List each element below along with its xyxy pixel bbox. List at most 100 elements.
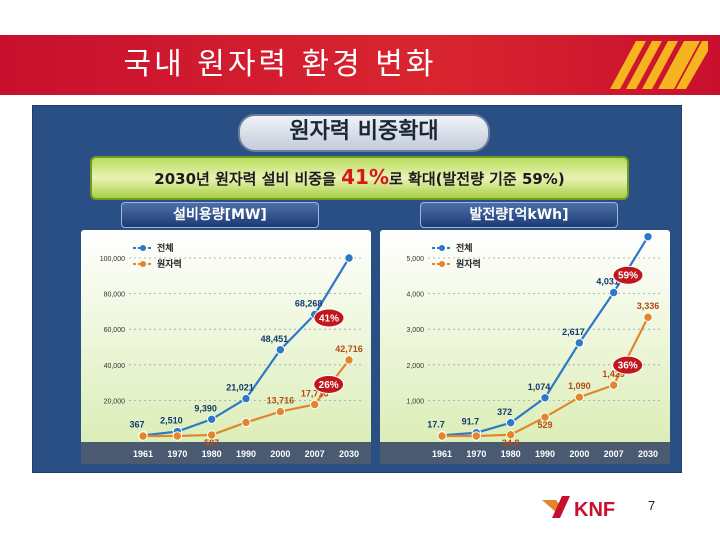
logo-text: KNF — [574, 499, 615, 521]
data-label-total: 372 — [497, 407, 512, 417]
brand-stripes-icon — [610, 41, 708, 89]
plot-background — [81, 230, 371, 464]
data-label-nuclear: 587 — [204, 438, 219, 448]
y-tick-label: 5,000 — [406, 256, 424, 263]
page-title: 국내 원자력 환경 변화 — [123, 47, 437, 82]
data-point-nuclear — [309, 399, 320, 410]
x-tick-label: 1970 — [167, 449, 187, 459]
legend-label-nuclear: 원자력 — [157, 258, 182, 269]
callout-badge — [612, 265, 644, 285]
y-tick-label: 1,000 — [406, 398, 424, 405]
x-tick-label: 2030 — [638, 449, 658, 459]
data-label-total: 91.7 — [462, 417, 480, 427]
x-tick-label: 1980 — [202, 449, 222, 459]
goal-prefix: 2030년 원자력 설비 비중을 — [154, 170, 342, 188]
x-tick-label: 2000 — [270, 449, 290, 459]
y-tick-label: 40,000 — [104, 363, 126, 370]
data-point-nuclear — [437, 431, 447, 441]
data-label-nuclear: 17,716 — [301, 388, 329, 398]
data-label-total: 367 — [129, 419, 144, 429]
x-tick-label: 2030 — [339, 449, 359, 459]
callout-label: 26% — [319, 380, 339, 391]
callout-label: 59% — [618, 271, 638, 282]
data-point-nuclear — [275, 406, 286, 417]
callout-badge — [313, 374, 345, 394]
plot-background — [380, 230, 670, 464]
data-point-nuclear — [505, 430, 516, 440]
data-label-total: 48,451 — [261, 334, 289, 344]
x-axis-band — [380, 442, 670, 464]
legend-marker-total — [439, 245, 445, 251]
x-tick-label: 2000 — [569, 449, 589, 459]
y-tick-label: 2,000 — [406, 363, 424, 370]
data-label-nuclear: 34.8 — [502, 438, 520, 448]
legend-marker-total — [140, 245, 146, 251]
data-point-nuclear — [574, 392, 585, 402]
data-label-total: 1,074 — [528, 382, 551, 392]
data-label-nuclear: 42,716 — [335, 344, 363, 354]
data-label-total: 4,031 — [596, 276, 619, 286]
page-number: 7 — [648, 498, 656, 513]
legend-label-nuclear: 원자력 — [456, 258, 481, 269]
data-point-total — [206, 414, 217, 424]
data-point-nuclear — [344, 355, 354, 365]
x-tick-label: 1990 — [236, 449, 256, 459]
data-label-total: 17.7 — [427, 419, 445, 429]
data-label-total: 68,268 — [295, 298, 323, 308]
data-label-nuclear: 13,716 — [267, 396, 295, 406]
x-tick-label: 1980 — [501, 449, 521, 459]
generation-chart-title: 발전량[억kWh] — [420, 202, 618, 228]
data-point-total — [275, 345, 286, 355]
data-point-total — [643, 231, 653, 242]
capacity-chart-panel: 설비용량[MW] 20,000 40,000 60,000 80,000 100,000… — [81, 202, 371, 464]
data-label-total: 9,390 — [194, 403, 217, 413]
y-tick-label: 60,000 — [104, 327, 126, 334]
callout-badge — [612, 355, 644, 375]
x-tick-label: 1961 — [133, 449, 153, 459]
data-point-total — [344, 253, 354, 263]
data-label-total: 2,617 — [562, 327, 585, 337]
callout-label: 41% — [319, 313, 339, 324]
legend-marker-nuclear — [439, 261, 445, 267]
x-tick-label: 1970 — [466, 449, 486, 459]
data-label-total: 2,510 — [160, 416, 183, 426]
data-point-nuclear — [471, 431, 482, 441]
data-point-total — [540, 393, 550, 403]
knf-logo: KNF — [542, 496, 615, 521]
x-axis-band — [81, 442, 371, 464]
data-point-nuclear — [643, 312, 653, 322]
data-point-nuclear — [241, 417, 251, 428]
x-tick-label: 1961 — [432, 449, 452, 459]
y-tick-label: 20,000 — [104, 398, 126, 405]
data-point-total — [505, 418, 516, 428]
capacity-chart-title: 설비용량[MW] — [121, 202, 319, 228]
legend-marker-nuclear — [140, 261, 146, 267]
data-label-nuclear: 3,336 — [637, 301, 660, 311]
data-point-nuclear — [540, 412, 550, 422]
data-label-total: 21,021 — [226, 383, 254, 393]
header-bar: 국내 원자력 환경 변화 — [0, 35, 720, 95]
main-banner: 원자력 비중확대 — [238, 114, 490, 152]
data-label-nuclear: 529 — [537, 420, 552, 430]
y-tick-label: 4,000 — [406, 292, 424, 299]
data-point-nuclear — [172, 431, 183, 441]
legend-label-total: 전체 — [456, 242, 473, 253]
callout-badge — [313, 308, 345, 328]
goal-statement: 2030년 원자력 설비 비중을 41%로 확대(발전량 기준 59%) — [90, 156, 629, 200]
x-tick-label: 1990 — [535, 449, 555, 459]
data-label-nuclear: 1,429 — [602, 369, 625, 379]
x-tick-label: 2007 — [604, 449, 624, 459]
x-tick-label: 2007 — [305, 449, 325, 459]
data-point-nuclear — [206, 430, 217, 440]
data-point-total — [608, 287, 619, 298]
legend-label-total: 전체 — [157, 242, 174, 253]
y-tick-label: 3,000 — [406, 327, 424, 334]
y-tick-label: 100,000 — [100, 256, 125, 263]
goal-suffix: 로 확대(발전량 기준 59%) — [389, 170, 565, 188]
goal-percent: 41% — [341, 165, 390, 189]
y-tick-label: 80,000 — [104, 292, 126, 299]
data-label-nuclear: 1,090 — [568, 381, 591, 391]
